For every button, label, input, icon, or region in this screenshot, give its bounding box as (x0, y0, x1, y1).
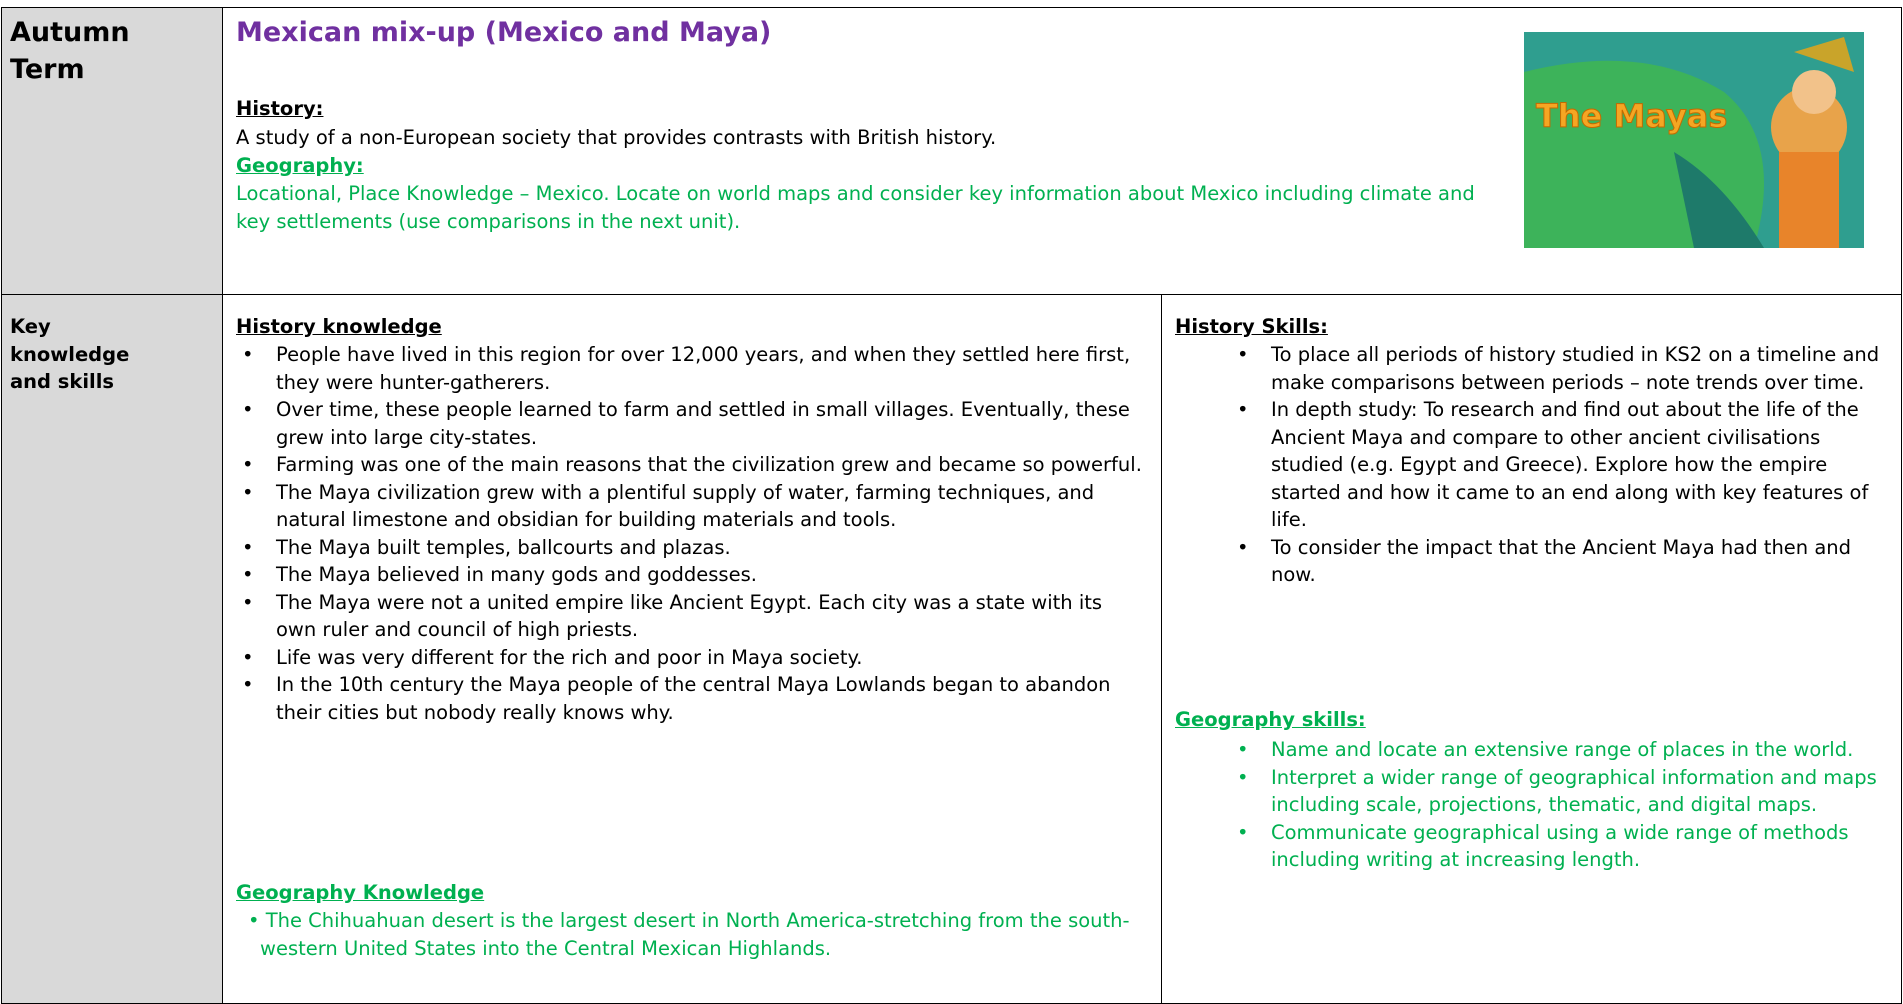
row-label: Key knowledge and skills (10, 315, 130, 393)
list-item: Farming was one of the main reasons that… (242, 451, 1146, 479)
geography-heading: Geography: (236, 154, 364, 177)
title: Mexican mix-up (Mexico and Maya) (236, 17, 772, 48)
image-label: The Mayas (1536, 97, 1727, 135)
geography-knowledge-heading: Geography Knowledge (236, 881, 485, 904)
list-item: In the 10th century the Maya people of t… (242, 671, 1146, 726)
list-item: Interpret a wider range of geographical … (1237, 764, 1891, 819)
term: Autumn Term (10, 17, 130, 85)
list-item: The Maya were not a united empire like A… (242, 589, 1146, 644)
list-item: • The Chihuahuan desert is the largest d… (248, 909, 1130, 960)
maya-image: The Mayas (1524, 32, 1864, 248)
history-knowledge-heading: History knowledge (236, 315, 442, 338)
label-cell (1, 294, 223, 1004)
list-item: Communicate geographical using a wide ra… (1237, 819, 1891, 874)
geography-text: Locational, Place Knowledge – Mexico. Lo… (236, 182, 1475, 233)
history-skills-list: To place all periods of history studied … (1237, 341, 1891, 589)
list-item: Life was very different for the rich and… (242, 644, 1146, 672)
list-item: Over time, these people learned to farm … (242, 396, 1146, 451)
history-skills-heading: History Skills: (1175, 315, 1328, 338)
history-knowledge-list: People have lived in this region for ove… (242, 341, 1146, 726)
list-item: The Maya civilization grew with a plenti… (242, 479, 1146, 534)
list-item: To consider the impact that the Ancient … (1237, 534, 1891, 589)
list-item: The Maya believed in many gods and godde… (242, 561, 1146, 589)
history-heading: History: (236, 97, 324, 120)
list-item: To place all periods of history studied … (1237, 341, 1891, 396)
list-item: In depth study: To research and find out… (1237, 396, 1891, 534)
geography-skills-heading: Geography skills: (1175, 708, 1366, 731)
geography-skills-list: Name and locate an extensive range of pl… (1237, 736, 1891, 874)
list-item: The Maya built temples, ballcourts and p… (242, 534, 1146, 562)
list-item: People have lived in this region for ove… (242, 341, 1146, 396)
history-text: A study of a non-European society that p… (236, 126, 997, 149)
list-item: Name and locate an extensive range of pl… (1237, 736, 1891, 764)
geography-knowledge-list: • The Chihuahuan desert is the largest d… (248, 907, 1148, 962)
term-cell (1, 7, 223, 295)
